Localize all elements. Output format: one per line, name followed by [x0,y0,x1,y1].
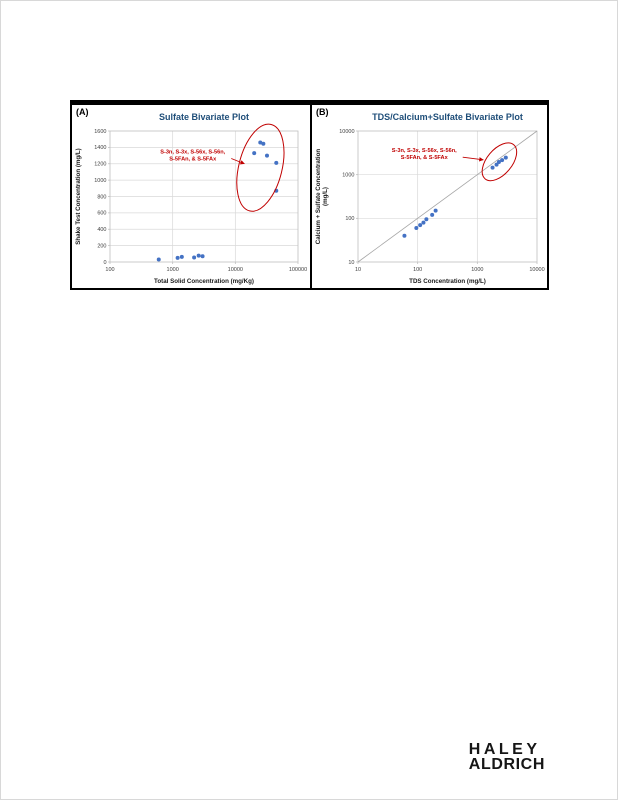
svg-text:(mg/L): (mg/L) [322,187,329,206]
svg-text:1000: 1000 [167,267,179,273]
logo-text-aldrich: ALDRICH [468,756,545,773]
svg-text:100000: 100000 [289,267,307,273]
svg-text:1200: 1200 [94,162,106,168]
svg-text:600: 600 [97,211,106,217]
svg-text:10: 10 [355,267,361,273]
svg-text:S-5FAn, & S-5FAx: S-5FAn, & S-5FAx [401,155,449,161]
svg-text:Calcium + Sulfate Concentratio: Calcium + Sulfate Concentration [315,149,322,245]
tds-calcium-sulfate-bivariate-chart: 10 100 1000 10000 10 100 1000 10000 S-3n, S-3x, … [315,112,545,285]
svg-text:Sulfate Bivariate Plot: Sulfate Bivariate Plot [159,112,249,122]
svg-text:1000: 1000 [342,172,354,178]
svg-text:400: 400 [97,227,106,233]
sulfate-bivariate-chart: 100 1000 10000 100000 0 200 400 600 800 1000 1200 1… [75,112,307,285]
svg-text:100: 100 [105,267,114,273]
svg-text:TDS/Calcium+Sulfate Bivariate: TDS/Calcium+Sulfate Bivariate Plot [372,112,523,122]
svg-text:100: 100 [413,267,422,273]
bivariate-plots-figure: (A) 100 1000 10000 100000 0 200 400 600 800 1000 1… [70,100,549,290]
svg-text:1600: 1600 [94,129,106,135]
svg-text:Total Solid Concentration (mg/: Total Solid Concentration (mg/Kg) [154,278,254,285]
svg-text:10000: 10000 [339,129,354,135]
svg-text:800: 800 [97,194,106,200]
panel-tds-calcium-sulfate-bivariate: (B) 10 100 1000 10000 10 100 1000 10000 S-3n, S-… [312,105,547,288]
svg-text:200: 200 [97,243,106,249]
svg-text:10000: 10000 [529,267,544,273]
svg-text:Shake Test Concentration (mg/L: Shake Test Concentration (mg/L) [75,148,82,245]
haley-aldrich-logo: HALEY ALDRICH [468,741,545,773]
svg-text:10: 10 [348,260,354,266]
svg-text:1000: 1000 [94,178,106,184]
svg-text:0: 0 [103,260,106,266]
logo-text-haley: HALEY [468,741,541,758]
panel-sulfate-bivariate: (A) 100 1000 10000 100000 0 200 400 600 800 1000 1… [72,105,312,288]
svg-text:S-3n, S-3x, S-56x, S-56n,: S-3n, S-3x, S-56x, S-56n, [392,148,457,154]
svg-text:1400: 1400 [94,145,106,151]
svg-text:TDS Concentration (mg/L): TDS Concentration (mg/L) [409,278,486,285]
svg-text:S-3n, S-3x, S-56x, S-56n,: S-3n, S-3x, S-56x, S-56n, [160,149,225,155]
panel-a-label: (A) [76,107,89,117]
svg-text:1000: 1000 [471,267,483,273]
svg-text:S-5FAn, & S-5FAx: S-5FAn, & S-5FAx [169,156,217,162]
svg-text:100: 100 [345,216,354,222]
panel-b-label: (B) [316,107,329,117]
svg-text:10000: 10000 [228,267,243,273]
